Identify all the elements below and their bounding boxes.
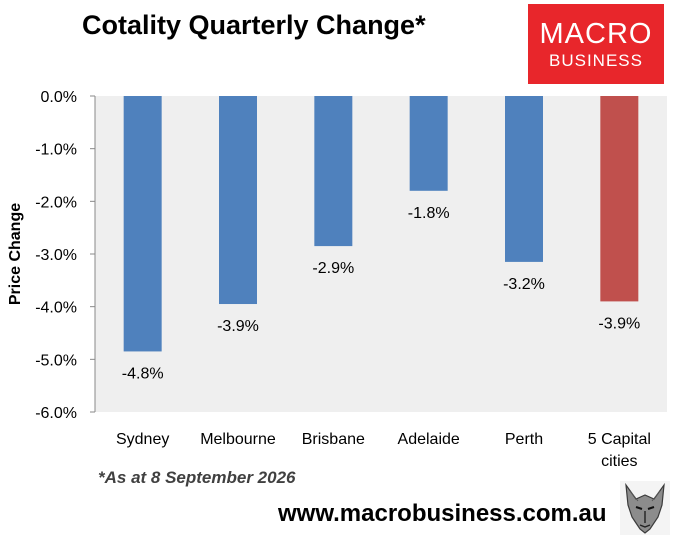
y-tick-label: -5.0%: [35, 352, 77, 369]
bar: [505, 96, 543, 262]
website-url: www.macrobusiness.com.au: [278, 500, 607, 527]
y-axis-title: Price Change: [7, 203, 24, 305]
y-tick-label: -4.0%: [35, 300, 77, 317]
logo-line-business: BUSINESS: [549, 51, 643, 70]
y-tick-label: -6.0%: [35, 405, 77, 422]
data-label: -1.8%: [408, 205, 450, 222]
wolf-mascot-icon: [620, 481, 670, 535]
x-category-label: Melbourne: [200, 431, 276, 448]
bar: [123, 96, 162, 352]
x-category-label: cities: [601, 453, 637, 470]
bar: [600, 96, 639, 302]
logo-line-macro: MACRO: [539, 18, 653, 50]
y-tick-label: 0.0%: [41, 89, 77, 106]
x-category-label: Perth: [505, 431, 543, 448]
x-category-label: Sydney: [116, 431, 169, 448]
bar: [314, 96, 353, 247]
y-tick-label: -1.0%: [35, 142, 77, 159]
x-category-label: 5 Capital: [588, 431, 651, 448]
macro-business-logo: MACRO BUSINESS: [528, 4, 664, 84]
data-label: -3.9%: [217, 318, 259, 335]
chart-title: Cotality Quarterly Change*: [82, 10, 426, 40]
y-tick-label: -3.0%: [35, 247, 77, 264]
data-label: -2.9%: [312, 260, 354, 277]
data-label: -3.2%: [503, 276, 545, 293]
data-label: -4.8%: [122, 365, 164, 382]
x-category-label: Adelaide: [398, 431, 460, 448]
plot-area: [95, 96, 667, 412]
bar: [219, 96, 257, 305]
y-tick-label: -2.0%: [35, 194, 77, 211]
data-label: -3.9%: [598, 315, 640, 332]
footnote: *As at 8 September 2026: [98, 468, 296, 487]
bar: [409, 96, 448, 191]
x-category-label: Brisbane: [302, 431, 365, 448]
